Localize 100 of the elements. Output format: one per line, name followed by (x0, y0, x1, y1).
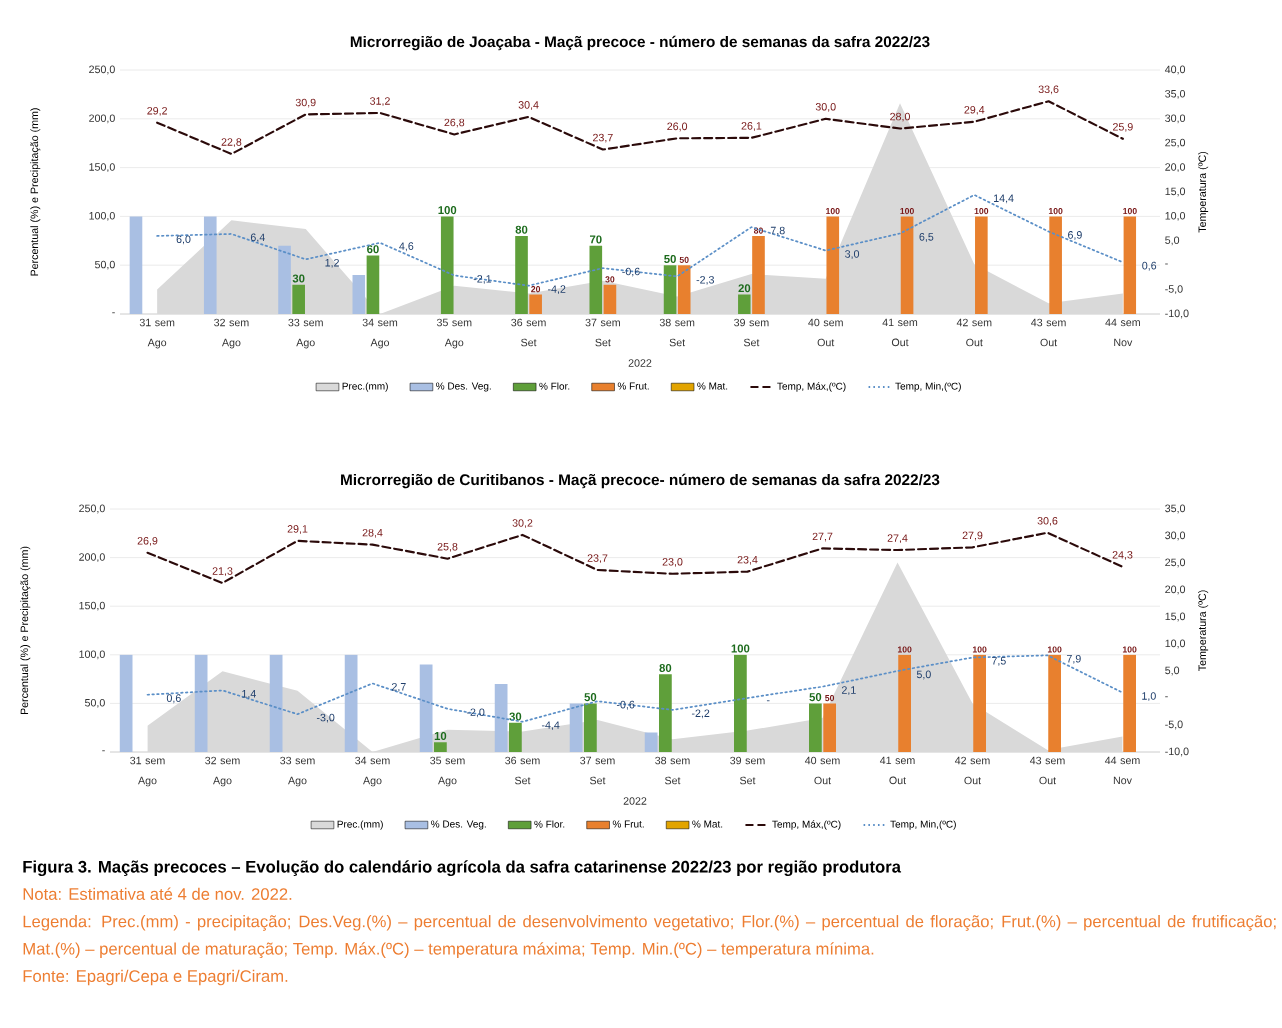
x-tick-label: 43 sem Out (1029, 756, 1065, 785)
data-label: 23,0 (662, 558, 683, 567)
y2-tick-label: -5,0 (1165, 720, 1183, 730)
x-tick-label: 38 sem Set (659, 318, 695, 347)
line-series (146, 654, 1124, 723)
x-tick-label: 33 sem Ago (280, 756, 315, 787)
bar (898, 654, 912, 752)
data-label: 6,5 (919, 233, 934, 242)
bar (278, 245, 291, 314)
data-label: 100 (974, 208, 989, 215)
x-tick-label: 37 sem Set (585, 318, 620, 347)
bar (203, 216, 217, 314)
data-label: 100 (1048, 208, 1063, 215)
data-label: 27,7 (812, 532, 833, 542)
y2-tick-label: 35,0 (1165, 90, 1186, 99)
bar (823, 703, 836, 752)
y2-tick-label: 25,0 (1165, 138, 1186, 148)
x-tick-label: 35 sem Ago (436, 318, 472, 349)
x-tick-label: 44 sem Nov (1105, 318, 1140, 347)
y-tick-label: 250,0 (89, 65, 115, 75)
data-label: 50 (664, 254, 676, 263)
legend-label: % Frut. (612, 820, 644, 828)
data-label: 28,4 (362, 528, 383, 538)
bar (1049, 216, 1062, 314)
x-tick-label: 39 sem Set (734, 318, 769, 347)
bar (366, 255, 380, 314)
legend-label: Prec.(mm) (337, 820, 383, 830)
data-label: 0,6 (1142, 261, 1157, 271)
data-label: -4,4 (541, 721, 560, 731)
data-label: 30,2 (512, 519, 533, 528)
data-label: 31,2 (370, 97, 390, 107)
bar (826, 216, 840, 314)
y2-tick-label: - (1165, 263, 1168, 265)
data-label: 33,6 (1038, 85, 1059, 95)
bar (352, 274, 366, 314)
y2-tick-label: 10,0 (1165, 212, 1186, 221)
data-label: -0,6 (616, 700, 635, 710)
data-label: 23,4 (737, 555, 758, 565)
y2-tick-label: 35,0 (1165, 504, 1186, 514)
data-label: 20 (738, 284, 751, 293)
data-label: -4,2 (547, 285, 566, 295)
chart-title: Microrregião de Curitibanos - Maçã precoce- número de semanas da safra 2022/23 (341, 473, 940, 489)
x-tick-label: 36 sem Set (505, 756, 540, 785)
data-label: 28,0 (890, 112, 910, 122)
data-label: 22,8 (221, 138, 242, 147)
bar (973, 654, 986, 752)
data-label: 26,1 (741, 122, 762, 131)
data-label: 50 (809, 693, 822, 702)
data-label: 24,3 (1112, 551, 1133, 560)
text: Legenda: Prec.(mm) - precipitação; Des.Veg.(%) – percentual de desenvolvimento vegetativo; Flor.(%) – percentual de floração; Frut.(%) – percentual de frutificação; Mat.(%) – percentual de maturação; Temp. Máx.(ºC) – temperatura máxima; Temp. Min.(ºC) – temperatura mínima. (23, 915, 1276, 959)
legend-label: Temp, Máx,(ºC) (777, 382, 846, 392)
data-label: 100 (897, 646, 912, 653)
x-tick-label: 43 sem Out (1031, 318, 1066, 347)
x-tick-label: 34 sem Ago (362, 318, 398, 349)
data-label: - (766, 700, 770, 702)
y-tick-label: 150,0 (79, 601, 105, 611)
legend-label: % Flor. (539, 382, 570, 390)
x-tick-label: 41 sem Out (882, 318, 918, 347)
data-label: 0,6 (166, 694, 181, 704)
legend-label: % Frut. (617, 382, 649, 390)
x-tick-label: 44 sem Nov (1104, 756, 1140, 785)
y-tick-label: 100,0 (79, 650, 105, 660)
legend-label: % Des. Veg. (431, 820, 486, 830)
text: Figura 3. Maçãs precoces – Evolução do calendário agrícola da safra catarinense 2022/23 por região produtora (23, 860, 902, 877)
data-label: 100 (972, 646, 987, 653)
data-label: 7,9 (1066, 654, 1081, 664)
x-tick-label: 35 sem Ago (430, 756, 465, 787)
x-tick-label: 41 sem Out (879, 756, 915, 785)
x-tick-label: 36 sem Set (511, 318, 546, 347)
data-label: -2,2 (691, 709, 710, 719)
data-label: 29,4 (964, 105, 985, 115)
y2-tick-label: 30,0 (1165, 114, 1186, 124)
y-tick-label: 150,0 (89, 163, 115, 172)
data-label: 25,9 (1113, 123, 1133, 132)
bar (344, 654, 358, 752)
y-tick-label: 50,0 (84, 699, 105, 708)
data-label: 1,0 (1142, 692, 1156, 701)
data-label: 23,7 (587, 554, 608, 564)
data-label: -3,0 (316, 713, 335, 723)
data-label: 6,0 (176, 235, 191, 245)
data-label: 100 (1123, 208, 1137, 215)
data-label: 26,9 (137, 537, 158, 546)
x-tick-label: 32 sem Ago (214, 318, 249, 349)
data-label: 80 (515, 225, 528, 234)
bar (659, 674, 672, 752)
legend-label: Prec.(mm) (342, 382, 388, 392)
data-label: 2,7 (391, 683, 406, 692)
data-label: -2,0 (466, 708, 485, 718)
data-label: 50 (825, 695, 835, 702)
bar (569, 703, 583, 752)
legend-label: % Flor. (534, 820, 565, 828)
bar (975, 216, 988, 314)
chart-title: Microrregião de Joaçaba - Maçã precoce - número de semanas da safra 2022/23 (350, 35, 930, 51)
x-tick-label: 37 sem Set (580, 756, 615, 785)
data-label: 30,4 (518, 101, 539, 110)
data-label: 1,4 (242, 690, 256, 699)
x-tick-label: 40 sem Out (804, 756, 840, 785)
y2-tick-label: 15,0 (1165, 612, 1186, 622)
bar (440, 216, 454, 314)
bar (129, 216, 143, 314)
